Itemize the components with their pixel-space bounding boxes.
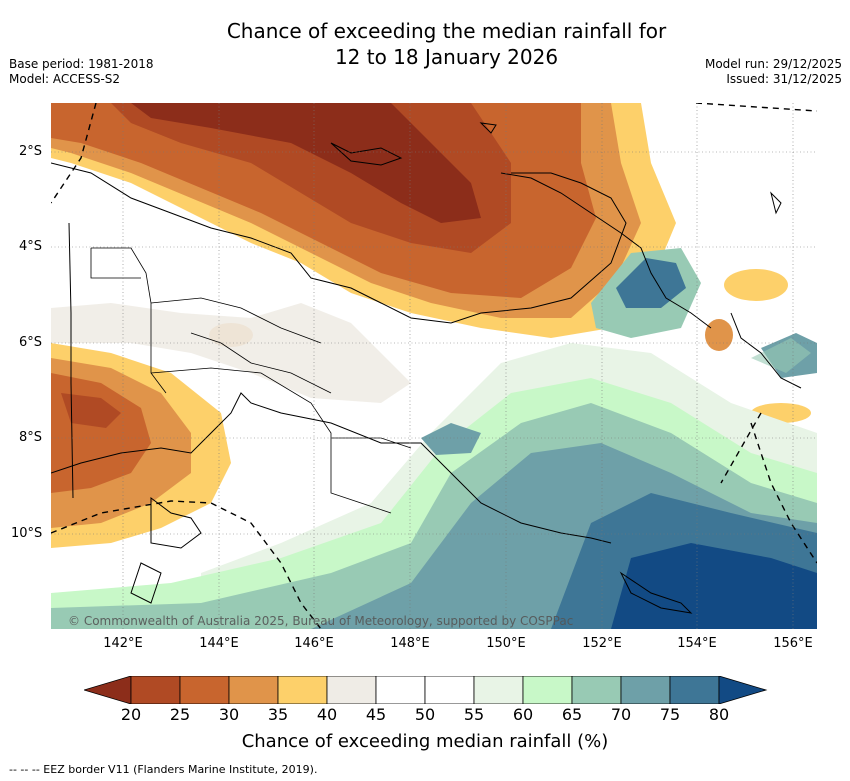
- dry-zone-north-5: [131, 103, 481, 223]
- dry-patch-east-1: [724, 269, 788, 301]
- coastlines: [51, 122, 802, 614]
- colorbar-title: Chance of exceeding median rainfall (%): [241, 731, 609, 752]
- colorbar-tick: 55: [463, 705, 485, 724]
- model-run: Model run: 29/12/2025: [704, 57, 842, 71]
- colorbar-tick: 70: [610, 705, 632, 724]
- issued-date: Issued: 31/12/2025: [726, 72, 842, 86]
- copyright-notice: © Commonwealth of Australia 2025, Bureau…: [68, 614, 574, 628]
- lat-label: 10°S: [11, 526, 43, 541]
- colorbar-segment: [669, 676, 720, 704]
- colorbar-tick: 60: [512, 705, 534, 724]
- colorbar-tick: 40: [316, 705, 338, 724]
- colorbar-segment: [375, 676, 426, 704]
- international-border: [68, 222, 74, 499]
- colorbar-segment: [228, 676, 279, 704]
- wet-zone-southeast-6: [611, 543, 817, 629]
- province-boundaries: [90, 247, 412, 514]
- colorbar-tick: 20: [120, 705, 142, 724]
- colorbar-segment: [522, 676, 573, 704]
- lon-label: 144°E: [199, 636, 239, 651]
- dry-zone-southwest-4: [61, 393, 121, 428]
- colorbar-tick: 50: [414, 705, 436, 724]
- title-line-1: Chance of exceeding the median rainfall …: [226, 19, 667, 43]
- colorbar-segment: [571, 676, 622, 704]
- lat-label: 2°S: [19, 144, 43, 159]
- lat-label: 8°S: [19, 430, 43, 445]
- eez-borders: [51, 103, 817, 629]
- gridlines: [51, 103, 817, 629]
- colorbar-tick: 30: [218, 705, 240, 724]
- colorbar-tick: 35: [267, 705, 289, 724]
- lon-label: 152°E: [582, 636, 622, 651]
- colorbar-segment: [277, 676, 328, 704]
- lon-label: 156°E: [773, 636, 813, 651]
- title-line-2: 12 to 18 January 2026: [334, 45, 559, 69]
- colorbar-tick: 25: [169, 705, 191, 724]
- wet-patch-central: [421, 423, 481, 455]
- base-period: Base period: 1981-2018: [9, 57, 154, 71]
- rainfall-map: [51, 103, 817, 629]
- dry-patch-east-2: [705, 319, 733, 351]
- colorbar-arrow-low: [84, 676, 132, 704]
- lon-label: 150°E: [486, 636, 526, 651]
- lat-label: 4°S: [19, 239, 43, 254]
- colorbar-arrow-high: [718, 676, 768, 704]
- colorbar-tick: 45: [365, 705, 387, 724]
- model-name: Model: ACCESS-S2: [9, 72, 121, 86]
- lat-label: 6°S: [19, 335, 43, 350]
- colorbar-segment: [326, 676, 377, 704]
- chart-title: Chance of exceeding the median rainfall …: [0, 18, 850, 70]
- wet-patch-northeast-2: [616, 258, 686, 308]
- lon-label: 148°E: [390, 636, 430, 651]
- colorbar-segment: [620, 676, 671, 704]
- colorbar-tick: 65: [561, 705, 583, 724]
- wet-patch-east-2: [751, 338, 811, 373]
- colorbar-segment: [424, 676, 475, 704]
- colorbar-tick: 80: [708, 705, 730, 724]
- colorbar-segment: [473, 676, 524, 704]
- neutral-band: [51, 303, 411, 403]
- lon-label: 142°E: [103, 636, 143, 651]
- lon-label: 146°E: [294, 636, 334, 651]
- meta-right: Model run: 29/12/2025 Issued: 31/12/2025: [705, 57, 842, 87]
- footer-note: -- -- -- EEZ border V11 (Flanders Marine…: [9, 763, 318, 776]
- colorbar: [84, 676, 768, 704]
- map-svg: [51, 103, 817, 629]
- colorbar-tick: 75: [659, 705, 681, 724]
- lon-label: 154°E: [677, 636, 717, 651]
- colorbar-segment: [130, 676, 181, 704]
- colorbar-segment: [179, 676, 230, 704]
- meta-left: Base period: 1981-2018 Model: ACCESS-S2: [9, 57, 154, 87]
